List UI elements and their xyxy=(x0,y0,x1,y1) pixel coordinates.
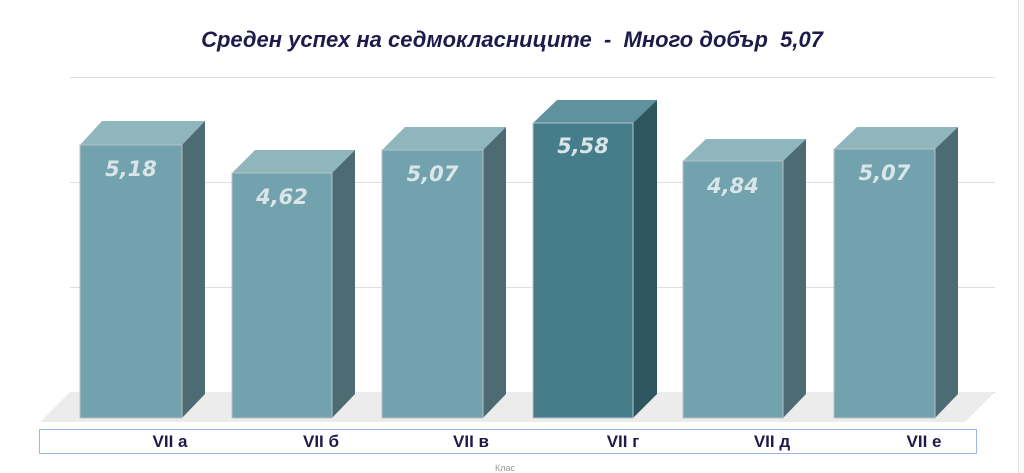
bar-vii-e[interactable] xyxy=(833,127,958,419)
bar-value-label: 5,07 xyxy=(858,161,911,185)
x-label: VII д xyxy=(753,432,791,451)
bar-vii-b[interactable] xyxy=(231,150,355,419)
x-label: VII а xyxy=(152,432,188,451)
chart-title: Среден успех на седмокласниците - Много … xyxy=(201,27,823,52)
bar-value-label: 4,62 xyxy=(256,185,308,209)
bar-vii-v[interactable] xyxy=(381,127,506,419)
x-axis-title: Клас xyxy=(495,463,515,473)
bar-value-label: 4,84 xyxy=(707,174,759,198)
bar-value-label: 5,07 xyxy=(406,162,459,186)
bar-value-label: 5,18 xyxy=(105,157,157,181)
x-axis-labels: VII а VII б VII в VII г VII д VII е xyxy=(39,429,977,454)
x-label: VII е xyxy=(906,432,942,451)
gridline xyxy=(70,77,995,78)
bar-vii-d[interactable] xyxy=(682,139,806,419)
x-label: VII г xyxy=(606,432,640,451)
x-label: VII в xyxy=(453,432,489,451)
panel-edge xyxy=(1018,0,1024,473)
bar-vii-a[interactable] xyxy=(79,121,205,419)
bar-vii-g-highlighted[interactable] xyxy=(532,100,657,419)
x-label: VII б xyxy=(302,432,339,451)
bar-value-label: 5,58 xyxy=(557,134,609,158)
